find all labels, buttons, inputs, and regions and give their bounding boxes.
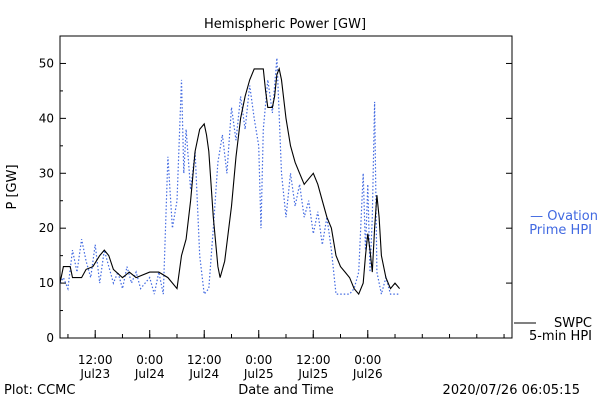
x-tick-date: Jul23: [79, 367, 110, 381]
x-tick-date: Jul25: [243, 367, 274, 381]
x-tick-date: Jul25: [297, 367, 328, 381]
x-tick-date: Jul26: [352, 367, 383, 381]
y-tick-label: 0: [46, 331, 54, 345]
chart-title: Hemispheric Power [GW]: [204, 17, 366, 32]
x-tick-date: Jul24: [188, 367, 219, 381]
series-layer: [59, 57, 401, 296]
x-tick-time: 12:00: [78, 353, 113, 367]
x-tick-time: 12:00: [296, 353, 331, 367]
plot-timestamp: 2020/07/26 06:05:15: [443, 383, 580, 398]
legend-ovation-line1: — Ovation: [530, 209, 598, 224]
y-tick-label: 20: [39, 221, 54, 235]
y-tick-label: 40: [39, 111, 54, 125]
x-tick-time: 0:00: [136, 353, 163, 367]
x-tick-date: Jul24: [134, 367, 165, 381]
plot-frame: [59, 35, 513, 339]
legend-swpc-line2: 5-min HPI: [529, 329, 592, 344]
y-axis-label: P [GW]: [5, 164, 20, 209]
series-swpc-line: [59, 67, 401, 296]
legend-ovation-line2: Prime HPI: [529, 223, 592, 238]
y-ticks: 0 10 20 30 40 50: [39, 56, 512, 345]
y-tick-label: 50: [39, 56, 54, 70]
x-ticks: 12:00Jul230:00Jul2412:00Jul240:00Jul2512…: [67, 330, 505, 381]
x-tick-time: 0:00: [245, 353, 272, 367]
x-tick-time: 0:00: [354, 353, 381, 367]
plot-credit: Plot: CCMC: [4, 383, 75, 398]
x-tick-time: 12:00: [187, 353, 222, 367]
y-tick-label: 30: [39, 166, 54, 180]
series-ovation-line: [59, 57, 400, 296]
y-tick-label: 10: [39, 276, 54, 290]
legend-swpc-line1: SWPC: [554, 316, 592, 331]
x-axis-label: Date and Time: [238, 383, 334, 398]
